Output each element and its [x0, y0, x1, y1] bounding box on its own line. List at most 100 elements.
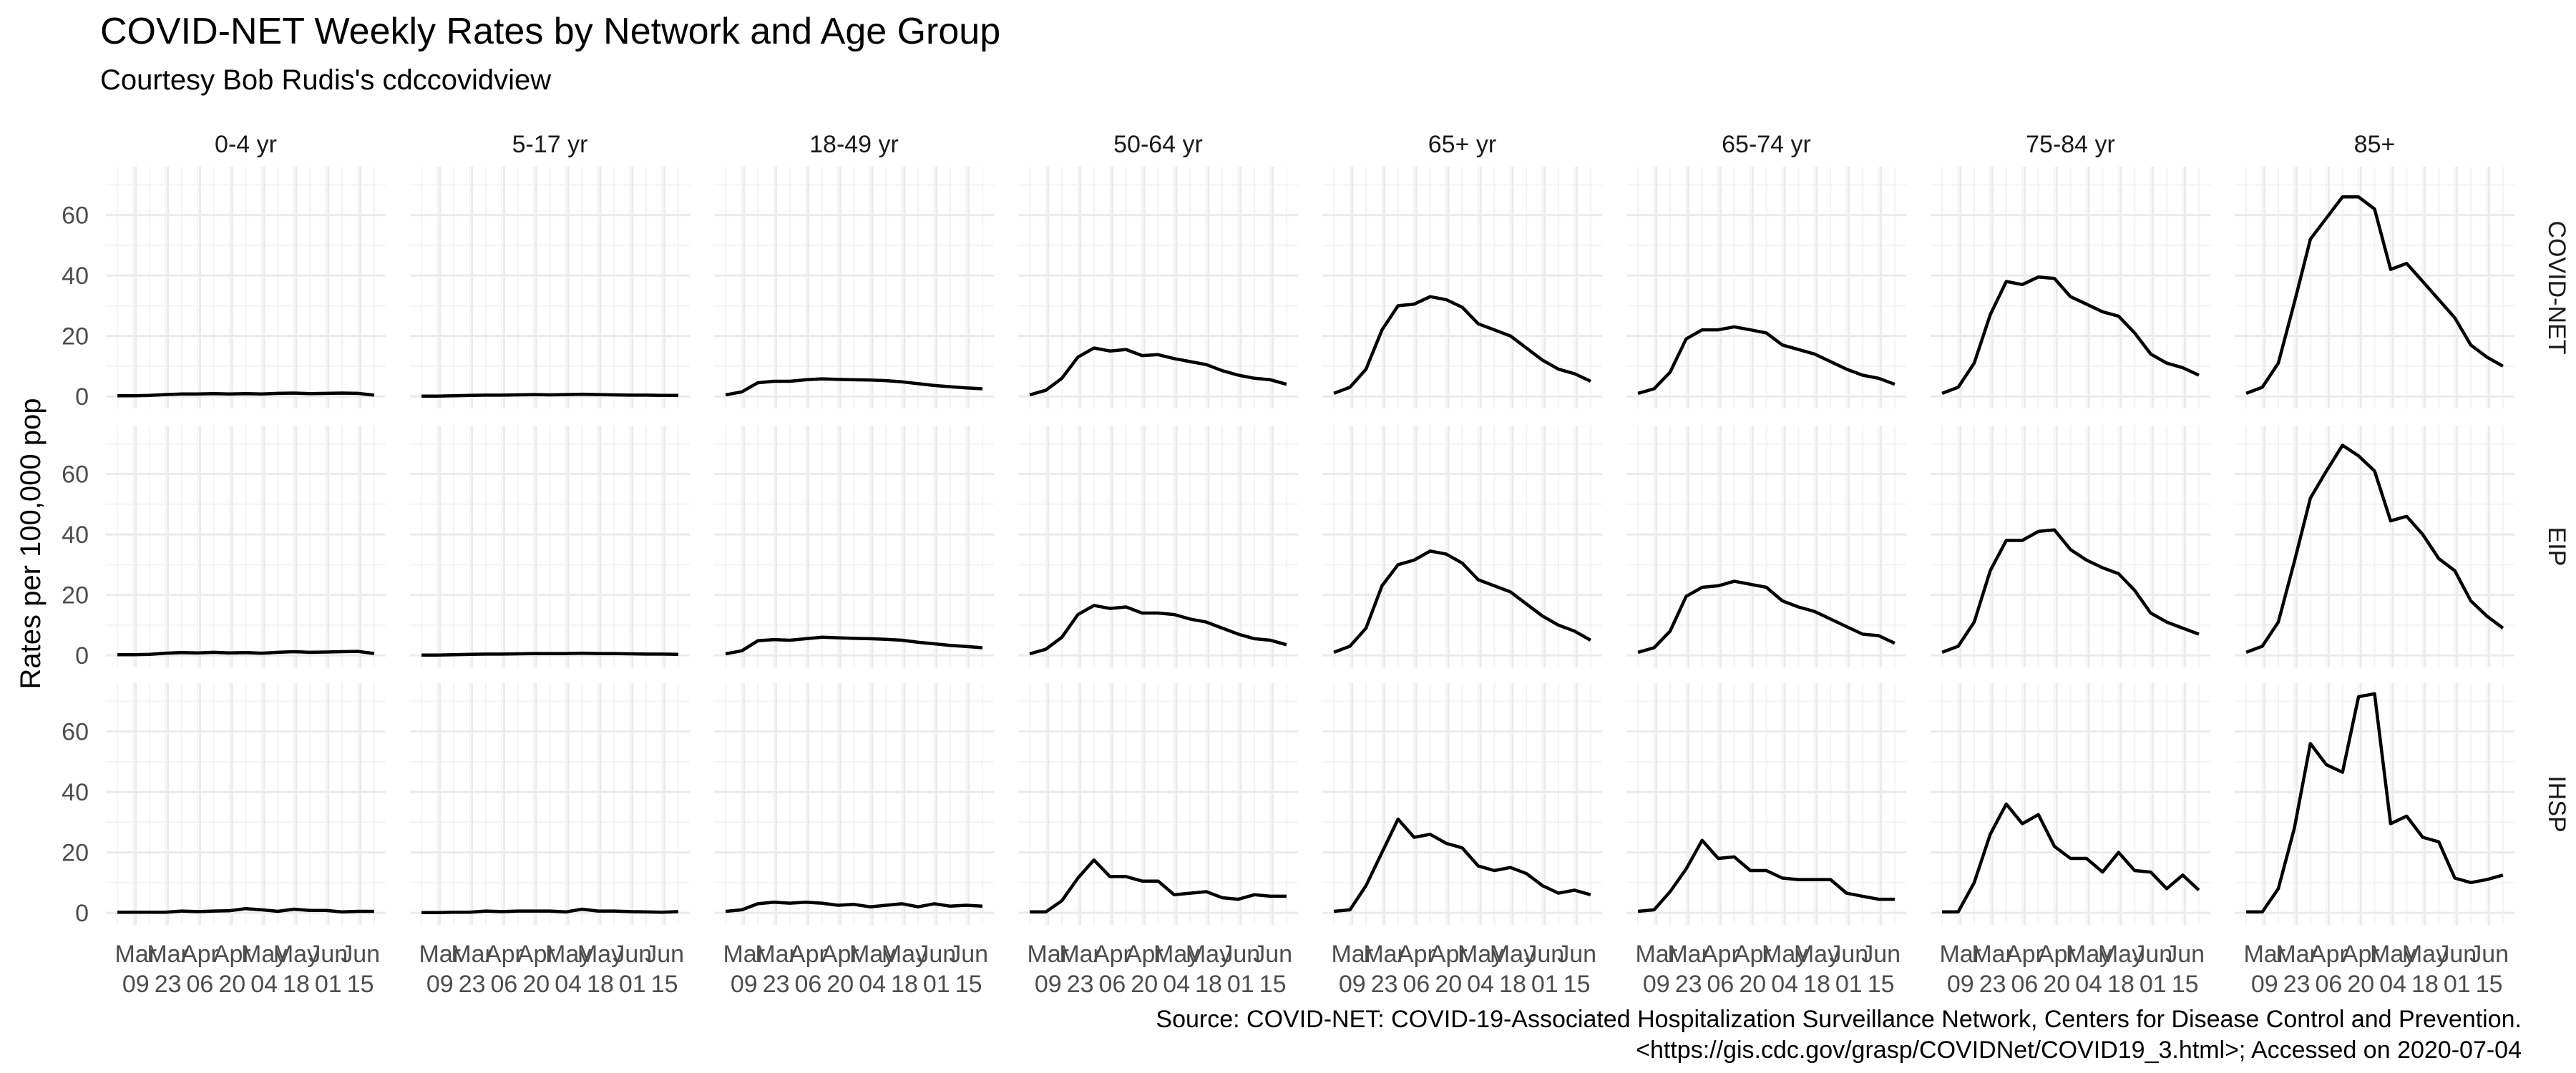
x-tick-label: Apr 06 [789, 941, 827, 998]
y-axis-title: Rates per 100,000 pop [15, 398, 47, 690]
x-tick-label: Mar 09 [723, 941, 765, 998]
x-tick-label: Jun 15 [2165, 941, 2205, 998]
x-tick-label: Mar 23 [755, 941, 797, 998]
y-tick-label: 0 [75, 383, 89, 411]
series-line-IHSP-5-17 yr [421, 907, 678, 914]
x-tick-label: Jun 15 [1557, 941, 1596, 998]
series-line-COVID-NET-18-49 yr [725, 377, 983, 397]
panel-EIP-0-4 yr [106, 426, 386, 667]
x-tick-label: May 04 [1762, 941, 1807, 998]
facet-strip-label: 65+ yr [1428, 131, 1496, 158]
x-tick-label: Apr 06 [2006, 941, 2044, 998]
series-line-COVID-NET-0-4 yr [117, 391, 375, 398]
x-tick-label: Apr 20 [2342, 941, 2380, 998]
panel-IHSP-85+ [2235, 683, 2514, 925]
x-tick-label: Apr 20 [821, 941, 859, 998]
x-tick-label: Apr 06 [485, 941, 523, 998]
series-line-IHSP-18-49 yr [725, 901, 983, 913]
x-tick-label: Apr 06 [1702, 941, 1740, 998]
x-tick-label: Mar 23 [147, 941, 189, 998]
x-tick-label: Apr 20 [1430, 941, 1468, 998]
panel-IHSP-0-4 yr [106, 683, 386, 925]
x-tick-label: May 18 [273, 941, 319, 998]
x-tick-label: May 04 [545, 941, 591, 998]
y-tick-label: 60 [62, 461, 89, 489]
x-tick-label: May 04 [1458, 941, 1503, 998]
panel-COVID-NET-75-84 yr [1931, 167, 2210, 408]
x-tick-label: Apr 06 [181, 941, 219, 998]
x-tick-label: Apr 06 [2310, 941, 2348, 998]
x-tick-label: May 18 [882, 941, 927, 998]
series-line-IHSP-65-74 yr [1637, 838, 1895, 913]
x-tick-label: Apr 06 [1093, 941, 1131, 998]
y-tick-label: 20 [62, 323, 89, 351]
x-tick-label: May 04 [2370, 941, 2416, 998]
panel-IHSP-50-64 yr [1018, 683, 1298, 925]
facet-strip-label: 50-64 yr [1113, 131, 1203, 158]
panel-COVID-NET-65+ yr [1322, 167, 1602, 408]
x-tick-label: May 18 [1186, 941, 1231, 998]
facet-strip-label: COVID-NET [2543, 221, 2570, 355]
series-line-EIP-75-84 yr [1941, 528, 2200, 655]
x-tick-label: Jun 15 [2469, 941, 2509, 998]
x-tick-label: Jun 01 [1221, 941, 1260, 998]
x-tick-label: Jun 01 [613, 941, 652, 998]
panel-EIP-85+ [2235, 426, 2514, 667]
x-tick-label: Jun 01 [2133, 941, 2172, 998]
series-line-EIP-65-74 yr [1637, 579, 1896, 655]
x-tick-label: Mar 23 [451, 941, 493, 998]
series-line-IHSP-75-84 yr [1942, 802, 2200, 914]
panel-EIP-65+ yr [1322, 426, 1602, 667]
panel-IHSP-75-84 yr [1931, 683, 2210, 925]
panel-IHSP-65+ yr [1322, 683, 1602, 925]
y-tick-label: 40 [62, 521, 89, 549]
y-tick-label: 40 [62, 263, 89, 290]
x-tick-label: Jun 15 [949, 941, 988, 998]
x-tick-label: Apr 20 [1734, 941, 1772, 998]
facet-strip-label: 5-17 yr [512, 131, 588, 158]
series-line-EIP-5-17 yr [421, 651, 678, 657]
x-tick-label: Mar 23 [1971, 941, 2014, 998]
panel-EIP-5-17 yr [410, 426, 690, 667]
x-tick-label: May 18 [1490, 941, 1536, 998]
y-tick-label: 40 [62, 779, 89, 806]
panel-EIP-18-49 yr [714, 426, 994, 667]
facet-strip-label: IHSP [2543, 775, 2570, 832]
panel-EIP-65-74 yr [1626, 426, 1906, 667]
series-line-EIP-85+ [2245, 444, 2504, 655]
x-tick-label: Mar 09 [1027, 941, 1069, 998]
x-tick-label: May 04 [1153, 941, 1199, 998]
x-tick-label: May 18 [577, 941, 623, 998]
panel-EIP-50-64 yr [1018, 426, 1298, 667]
x-tick-label: May 04 [2066, 941, 2112, 998]
x-tick-label: Mar 23 [1059, 941, 1101, 998]
x-tick-label: May 18 [1794, 941, 1840, 998]
y-tick-label: 0 [75, 642, 89, 670]
series-line-COVID-NET-5-17 yr [421, 392, 678, 398]
x-tick-label: Jun 01 [1525, 941, 1564, 998]
panel-COVID-NET-18-49 yr [714, 167, 994, 408]
x-tick-label: Mar 09 [419, 941, 461, 998]
x-tick-label: Jun 15 [341, 941, 380, 998]
x-tick-label: Apr 20 [517, 941, 555, 998]
panel-COVID-NET-0-4 yr [106, 167, 386, 408]
series-line-IHSP-0-4 yr [117, 906, 374, 914]
x-tick-label: Jun 01 [1829, 941, 1868, 998]
strips-layer: 0-4 yr 5-17 yr 18-49 yr 50-64 yr 65+ yr 65-74… [215, 131, 2570, 833]
y-tick-label: 20 [62, 840, 89, 867]
y-tick-label: 20 [62, 582, 89, 609]
series-line-EIP-18-49 yr [725, 635, 983, 656]
panel-COVID-NET-65-74 yr [1626, 167, 1906, 408]
series-line-IHSP-65+ yr [1333, 817, 1591, 913]
x-tick-label: Mar 09 [1635, 941, 1677, 998]
panels-layer [106, 167, 2514, 925]
x-tick-label: May 04 [241, 941, 287, 998]
facet-strip-label: 18-49 yr [809, 131, 899, 158]
chart-caption: Source: COVID-NET: COVID-19-Associated H… [804, 1004, 2522, 1066]
chart-subtitle: Courtesy Bob Rudis's cdccovidview [100, 64, 552, 96]
panel-COVID-NET-50-64 yr [1018, 167, 1298, 408]
x-tick-label: Mar 23 [1667, 941, 1709, 998]
series-line-COVID-NET-65+ yr [1333, 295, 1591, 396]
y-tick-label: 60 [62, 719, 89, 746]
series-line-COVID-NET-85+ [2245, 195, 2504, 396]
